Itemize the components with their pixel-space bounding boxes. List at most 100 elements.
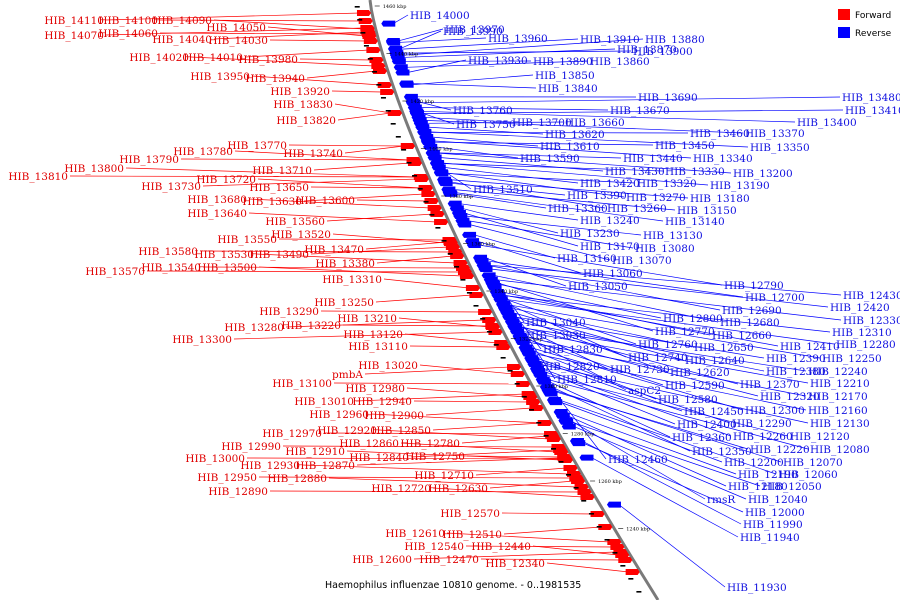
reverse-gene-label: HIB_13070 <box>612 255 672 267</box>
feature-mark <box>429 214 435 216</box>
reverse-gene-label: HIB_13690 <box>638 92 698 104</box>
feature-mark <box>588 513 594 515</box>
reverse-connector <box>530 347 744 411</box>
reverse-gene <box>569 437 584 444</box>
reverse-connector <box>551 386 691 452</box>
reverse-gene-label: HIB_12680 <box>720 317 780 329</box>
reverse-connector <box>398 37 487 43</box>
reverse-gene-label: HIB_13050 <box>568 281 628 293</box>
reverse-gene <box>434 169 449 176</box>
reverse-connector <box>583 442 744 513</box>
feature-mark <box>460 279 466 281</box>
forward-connector <box>278 238 446 241</box>
forward-gene <box>571 478 586 484</box>
forward-connector <box>331 90 384 93</box>
reverse-connector <box>429 131 689 134</box>
forward-gene-label: HIB_12880 <box>267 473 327 485</box>
reverse-gene-label: HIB_12660 <box>712 330 772 342</box>
feature-mark <box>521 396 527 398</box>
reverse-gene-label: HIB_13430 <box>605 166 665 178</box>
forward-connector <box>202 266 460 269</box>
reverse-gene-label: HIB_12640 <box>685 355 745 367</box>
reverse-gene-label: HIB_13900 <box>633 46 693 58</box>
forward-gene-label: HIB_13300 <box>172 334 232 346</box>
forward-gene-label: HIB_12920 <box>317 425 377 437</box>
forward-connector <box>310 186 422 189</box>
reverse-gene-label: HIB_13420 <box>580 178 640 190</box>
forward-connector <box>251 75 381 86</box>
tick-label: 1400 kbp <box>429 147 453 153</box>
reverse-gene-label: HIB_12730 <box>610 364 670 376</box>
forward-connector <box>301 464 570 475</box>
forward-gene-label: HIB_13630 <box>242 196 302 208</box>
forward-gene <box>407 160 422 166</box>
forward-gene <box>443 239 458 245</box>
forward-connector <box>248 198 431 209</box>
forward-gene-label: HIB_12890 <box>208 486 268 498</box>
forward-gene-label: HIB_13810 <box>8 171 68 183</box>
forward-gene <box>450 253 465 259</box>
forward-connector <box>356 457 561 466</box>
forward-connector <box>326 213 434 222</box>
feature-mark <box>406 162 412 164</box>
reverse-gene-label: HIB_13330 <box>665 166 725 178</box>
reverse-connector <box>509 307 693 348</box>
reverse-gene-label: HIB_12650 <box>694 342 754 354</box>
reverse-connector <box>401 50 632 54</box>
reverse-connector <box>405 60 589 68</box>
forward-gene-label: HIB_12720 <box>371 483 431 495</box>
reverse-gene-label: HIB_13910 <box>580 34 640 46</box>
reverse-gene <box>533 371 548 378</box>
reverse-connector <box>432 140 692 159</box>
forward-connector <box>475 467 567 476</box>
reverse-connector <box>591 457 739 538</box>
forward-gene-label: HIB_12850 <box>371 425 431 437</box>
legend-reverse-label: Reverse <box>855 29 892 39</box>
reverse-gene-label: HIB_12130 <box>810 418 870 430</box>
tick-label: 1240 kbp <box>626 527 650 533</box>
reverse-gene-label: HIB_12760 <box>638 339 698 351</box>
forward-gene-label: HIB_13740 <box>283 148 343 160</box>
reverse-gene-label: HIB_12790 <box>724 280 784 292</box>
feature-mark <box>395 136 401 138</box>
reverse-connector <box>411 74 534 86</box>
feature-mark <box>423 201 429 203</box>
reverse-gene <box>393 64 408 71</box>
reverse-gene-label: HIB_13930 <box>468 55 528 67</box>
reverse-gene-label: HIB_13180 <box>690 193 750 205</box>
reverse-connector <box>459 203 579 221</box>
feature-mark <box>500 357 506 359</box>
forward-connector <box>480 558 622 561</box>
reverse-gene-label: HIB_13150 <box>677 205 737 217</box>
forward-gene-label: HIB_12970 <box>262 428 322 440</box>
forward-gene-label: HIB_12870 <box>295 460 355 472</box>
reverse-gene-label: HIB_13760 <box>453 105 513 117</box>
forward-connector <box>413 400 530 403</box>
forward-connector <box>190 56 375 67</box>
forward-gene-label: HIB_13490 <box>249 249 309 261</box>
reverse-gene-label: HIB_13040 <box>526 317 586 329</box>
reverse-gene-label: HIB_13360 <box>548 203 608 215</box>
forward-connector <box>425 407 533 416</box>
reverse-gene-label: HIB_13190 <box>710 180 770 192</box>
reverse-gene-label: HIB_13880 <box>645 34 705 46</box>
reverse-gene-label: HIB_12390 <box>766 353 826 365</box>
legend: Forward Reverse <box>838 9 892 39</box>
reverse-connector <box>581 440 742 525</box>
forward-gene-label: HIB_13570 <box>85 266 145 278</box>
feature-mark <box>380 97 386 99</box>
forward-connector <box>404 333 498 344</box>
forward-gene-label: HIB_13000 <box>185 453 245 465</box>
forward-gene-label: HIB_13290 <box>259 306 319 318</box>
feature-mark <box>636 591 642 593</box>
feature-mark <box>507 370 513 372</box>
forward-connector <box>332 233 447 244</box>
feature-mark <box>357 19 363 21</box>
feature-mark <box>360 32 366 34</box>
reverse-connector <box>524 335 759 397</box>
reverse-gene <box>425 150 440 157</box>
forward-gene-label: HIB_12990 <box>221 441 281 453</box>
forward-gene-label: HIB_13500 <box>197 262 257 274</box>
reverse-gene-label: HIB_12210 <box>810 378 870 390</box>
forward-gene-label: HIB_13940 <box>245 73 305 85</box>
